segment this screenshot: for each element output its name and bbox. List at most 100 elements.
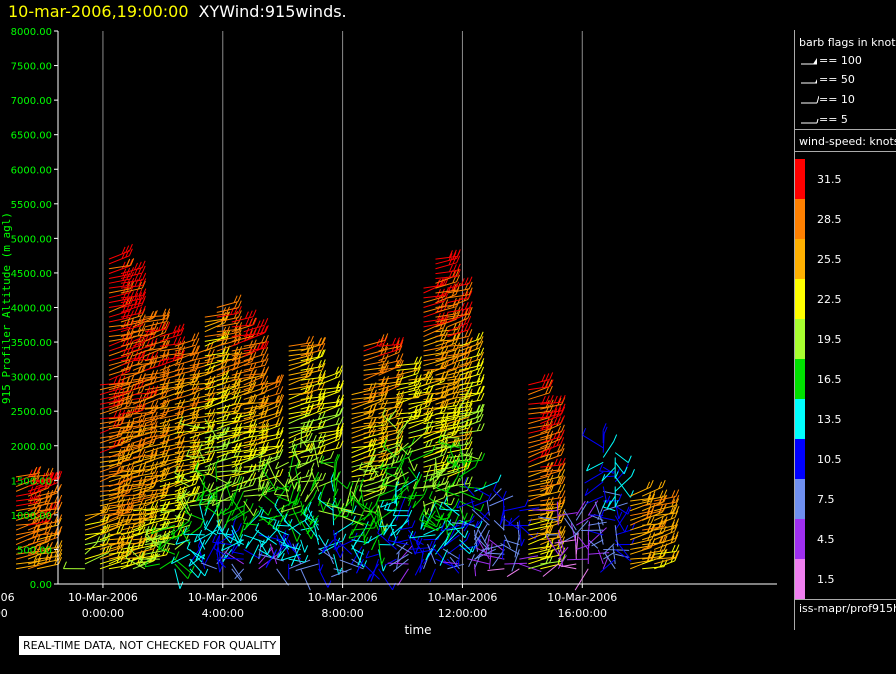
wind-barb-flag bbox=[165, 352, 170, 360]
colorbar-label: 22.5 bbox=[817, 293, 842, 306]
wind-barb-flag bbox=[191, 473, 196, 481]
wind-barb-flag bbox=[399, 353, 404, 361]
wind-barb bbox=[396, 420, 410, 434]
wind-barb-flag bbox=[442, 429, 447, 438]
wind-barb-flag bbox=[126, 535, 131, 543]
wind-barb-flag bbox=[659, 544, 664, 552]
wind-barb-flag bbox=[239, 534, 244, 542]
wind-barb-flag bbox=[275, 417, 280, 425]
wind-barb-flag bbox=[321, 337, 326, 345]
wind-barb-flag bbox=[334, 488, 339, 496]
wind-barb bbox=[614, 452, 629, 464]
wind-barb-flag bbox=[399, 417, 404, 425]
wind-barb-flag bbox=[468, 402, 473, 411]
wind-barb-flag bbox=[561, 525, 566, 534]
wind-barb-flag bbox=[177, 521, 182, 529]
wind-barb bbox=[602, 543, 615, 555]
wind-barb-flag bbox=[191, 487, 196, 495]
wind-barb-flag bbox=[58, 494, 63, 503]
wind-barb-flag bbox=[306, 443, 311, 451]
wind-barb bbox=[481, 544, 505, 551]
wind-barb-flag bbox=[336, 423, 340, 431]
wind-barb-flag bbox=[476, 374, 481, 383]
wind-barb-flag bbox=[165, 435, 170, 444]
wind-barb-flag bbox=[479, 361, 484, 369]
wind-barb-flag bbox=[468, 455, 473, 464]
wind-barb-flag bbox=[253, 442, 257, 450]
wind-barb-flag bbox=[198, 496, 203, 505]
wind-barb-flag bbox=[395, 455, 400, 463]
wind-barb bbox=[570, 523, 577, 545]
wind-barb-flag bbox=[122, 349, 126, 358]
wind-barb-flag bbox=[560, 437, 565, 445]
wind-barb-flag bbox=[280, 514, 285, 523]
wind-barb-flag bbox=[137, 428, 142, 437]
x-tick-time-label: 8:00:00 bbox=[321, 607, 363, 620]
wind-barb-flag bbox=[191, 382, 196, 390]
wind-barb-flag bbox=[448, 510, 453, 519]
wind-barb-flag bbox=[368, 439, 372, 447]
wind-barb-flag bbox=[545, 386, 550, 395]
wind-barb bbox=[226, 510, 245, 523]
wind-barb-flag bbox=[233, 295, 238, 303]
y-tick-label: 7500.00 bbox=[11, 62, 52, 73]
wind-barb-flag bbox=[173, 337, 178, 345]
wind-barb-flag bbox=[461, 520, 465, 528]
x-tick-date-label: 10-Mar-2006 bbox=[188, 591, 258, 604]
wind-barb-flag bbox=[253, 395, 258, 403]
wind-barb-flag bbox=[440, 523, 445, 532]
wind-barb-flag bbox=[138, 373, 143, 382]
wind-barb-flag bbox=[468, 301, 473, 309]
wind-barb bbox=[413, 486, 436, 489]
wind-barb-flag bbox=[225, 375, 230, 384]
wind-barb bbox=[459, 490, 481, 501]
wind-barb-flag bbox=[322, 472, 327, 481]
wind-barb-flag bbox=[204, 568, 209, 577]
wind-barb-flag bbox=[238, 476, 243, 484]
wind-barb bbox=[318, 423, 341, 429]
wind-barb bbox=[333, 496, 341, 514]
wind-barb bbox=[215, 465, 218, 482]
wind-barb-flag bbox=[493, 482, 498, 491]
wind-barb bbox=[614, 525, 619, 547]
wind-barb bbox=[397, 568, 409, 586]
wind-barb bbox=[599, 470, 616, 473]
wind-barb-flag bbox=[456, 249, 461, 257]
wind-barb-flag bbox=[561, 483, 566, 492]
wind-barb bbox=[447, 477, 458, 492]
wind-barb-flag bbox=[561, 403, 566, 412]
wind-barb-flag bbox=[166, 530, 171, 538]
wind-barb-flag bbox=[364, 536, 369, 545]
wind-barb-flag bbox=[172, 329, 177, 338]
wind-barb-flag bbox=[177, 529, 182, 537]
wind-barb-flag bbox=[142, 278, 147, 286]
wind-barb-flag bbox=[370, 518, 374, 526]
wind-barb-flag bbox=[394, 467, 399, 475]
wind-barb bbox=[189, 558, 206, 577]
wind-barb-flag bbox=[225, 412, 230, 420]
wind-barb-flag bbox=[318, 337, 323, 345]
title-name: XYWind:915winds. bbox=[198, 2, 347, 21]
wind-barb-flag bbox=[444, 399, 449, 408]
wind-barb-flag bbox=[222, 485, 227, 493]
wind-barb-flag bbox=[468, 290, 473, 298]
wind-barb-flag bbox=[460, 278, 465, 286]
wind-barb bbox=[326, 504, 352, 512]
wind-barb-flag bbox=[211, 413, 216, 421]
wind-barb-flag bbox=[62, 561, 67, 569]
wind-barb-flag bbox=[396, 337, 400, 345]
wind-barb-flag bbox=[308, 472, 313, 481]
wind-barb-flag bbox=[129, 258, 134, 267]
y-tick-label: 8000.00 bbox=[11, 27, 52, 38]
wind-barb-flag bbox=[456, 477, 461, 486]
wind-barb-flag bbox=[392, 337, 397, 346]
wind-barb-flag bbox=[476, 423, 481, 432]
wind-barb bbox=[558, 512, 578, 517]
wind-barb bbox=[474, 548, 497, 560]
wind-barb bbox=[518, 520, 522, 547]
wind-barb bbox=[276, 568, 289, 586]
wind-barb-flag bbox=[480, 374, 485, 382]
wind-barb-flag bbox=[321, 545, 326, 554]
wind-barb bbox=[351, 472, 374, 478]
wind-barb-flag bbox=[141, 265, 146, 274]
